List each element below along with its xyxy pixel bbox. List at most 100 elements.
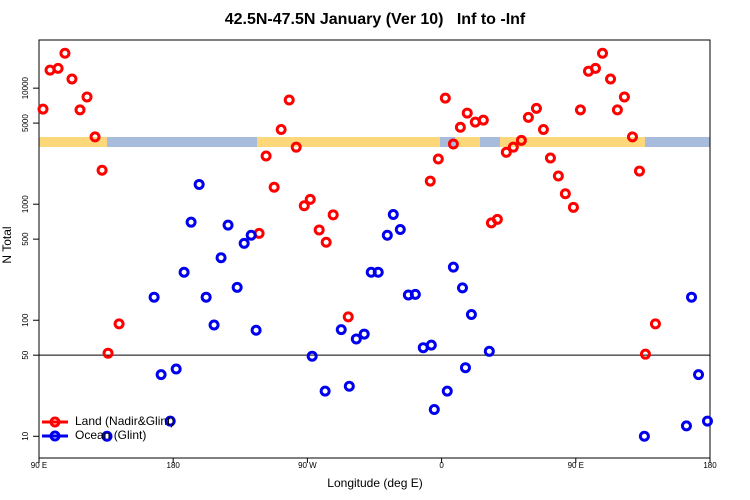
data-point: [148, 291, 160, 303]
data-point: [439, 92, 451, 104]
land-strip: [500, 137, 645, 147]
data-point: [605, 73, 617, 85]
data-point: [74, 104, 86, 116]
data-point: [693, 369, 705, 381]
y-tick-label: 500: [21, 232, 30, 246]
data-point: [649, 318, 661, 330]
data-point: [89, 131, 101, 143]
data-point: [101, 430, 113, 442]
data-point: [552, 170, 564, 182]
data-point: [250, 324, 262, 336]
data-point: [409, 288, 421, 300]
data-point: [185, 216, 197, 228]
data-point: [701, 415, 713, 427]
data-point: [589, 62, 601, 74]
data-point: [465, 309, 477, 321]
data-point: [477, 114, 489, 126]
y-tick-label: 100: [21, 313, 30, 327]
x-axis-label: Longitude (deg E): [327, 476, 422, 490]
land-strip: [39, 137, 107, 147]
data-point: [454, 121, 466, 133]
y-tick-label: 10000: [21, 76, 30, 99]
data-point: [394, 224, 406, 236]
data-point: [447, 138, 459, 150]
data-point: [283, 94, 295, 106]
data-point: [441, 385, 453, 397]
data-point: [491, 213, 503, 225]
x-tick-label: 90 E: [31, 461, 47, 470]
data-point: [461, 107, 473, 119]
plot-frame: [38, 39, 711, 459]
data-point: [574, 104, 586, 116]
legend-label: Land (Nadir&Glint): [75, 414, 174, 428]
data-point: [372, 266, 384, 278]
data-point: [424, 175, 436, 187]
data-point: [231, 281, 243, 293]
data-point: [522, 111, 534, 123]
data-point: [215, 252, 227, 264]
y-tick-label: 5000: [21, 114, 30, 132]
legend-marker: [49, 430, 61, 442]
data-point: [530, 102, 542, 114]
chart-title: 42.5N-47.5N January (Ver 10) Inf to -Inf: [225, 11, 526, 28]
data-point: [193, 178, 205, 190]
y-tick-label: 50: [21, 350, 30, 359]
data-point: [425, 339, 437, 351]
data-point: [96, 164, 108, 176]
data-point: [507, 141, 519, 153]
data-point: [483, 345, 495, 357]
data-point: [638, 430, 650, 442]
data-point: [381, 229, 393, 241]
land-strip: [257, 137, 440, 147]
data-point: [680, 420, 692, 432]
data-point: [66, 73, 78, 85]
data-point: [59, 47, 71, 59]
data-point: [208, 319, 220, 331]
data-point: [304, 193, 316, 205]
data-point: [596, 47, 608, 59]
x-tick-label: 90 W: [298, 461, 317, 470]
data-point: [155, 369, 167, 381]
data-point: [81, 91, 93, 103]
data-point: [515, 134, 527, 146]
data-point: [567, 201, 579, 213]
data-point: [559, 188, 571, 200]
data-point: [618, 91, 630, 103]
data-point: [447, 261, 459, 273]
data-point: [342, 311, 354, 323]
data-point: [626, 131, 638, 143]
data-point: [611, 104, 623, 116]
data-point: [428, 404, 440, 416]
data-point: [544, 152, 556, 164]
data-point: [245, 229, 257, 241]
data-point: [178, 266, 190, 278]
x-tick-label: 90 E: [568, 461, 584, 470]
legend-label: Ocean (Glint): [75, 428, 146, 442]
data-point: [102, 347, 114, 359]
data-point: [52, 62, 64, 74]
data-point: [500, 146, 512, 158]
data-point: [686, 291, 698, 303]
data-point: [350, 333, 362, 345]
y-tick-label: 1000: [21, 195, 30, 213]
data-point: [298, 200, 310, 212]
data-point: [113, 318, 125, 330]
y-axis-label: N Total: [0, 226, 14, 263]
data-point: [432, 153, 444, 165]
data-point: [275, 124, 287, 136]
x-tick-label: 180: [167, 461, 181, 470]
land-ocean-strip: [39, 137, 710, 147]
data-point: [319, 385, 331, 397]
y-tick-label: 10: [21, 431, 30, 440]
x-tick-label: 0: [439, 461, 444, 470]
data-point: [320, 236, 332, 248]
data-point: [313, 224, 325, 236]
data-point: [343, 380, 355, 392]
data-point: [387, 209, 399, 221]
data-point: [537, 124, 549, 136]
data-point: [164, 415, 176, 427]
data-point: [222, 219, 234, 231]
data-point: [459, 362, 471, 374]
data-point: [170, 363, 182, 375]
